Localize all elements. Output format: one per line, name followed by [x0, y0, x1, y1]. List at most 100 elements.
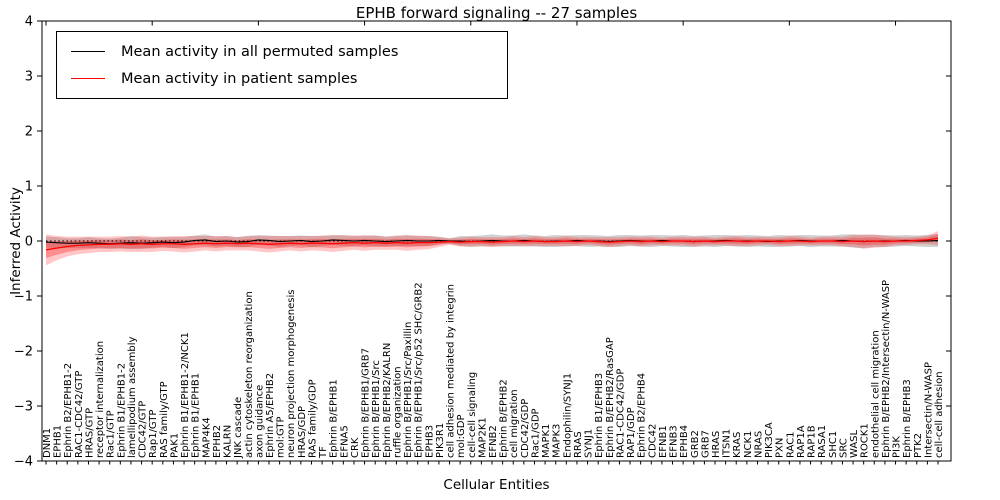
x-tick-label: PI3K [892, 436, 903, 458]
x-tick-label: Ephrin B/EPHB1 [329, 379, 340, 458]
x-tick-label: EFNB3 [669, 425, 680, 458]
x-tick-label: PIK3CA [764, 422, 775, 458]
x-tick-label: DNM1 [42, 428, 53, 458]
x-tick-label: PTK2 [913, 433, 924, 458]
x-tick-label: mol:GDP [456, 415, 467, 459]
x-tick-label: PIK3R1 [435, 423, 446, 458]
x-tick-label: cell migration [509, 389, 520, 458]
x-tick-label: TF [318, 446, 329, 459]
patient-mean-line [45, 237, 939, 251]
x-tick-label: HRAS [711, 431, 722, 458]
x-tick-label: RAP1A [796, 425, 807, 458]
x-tick-label: neuron projection morphogenesis [286, 290, 297, 458]
x-tick-label: KRAS [732, 432, 743, 458]
x-tick-label: MAP4K4 [201, 417, 212, 458]
y-tick-label: −4 [14, 455, 33, 470]
x-tick-label: Ephrin B/EPHB1/Src/p52 SHC/GRB2 [414, 282, 425, 458]
x-tick-label: MAPK3 [552, 424, 563, 458]
x-tick-label: PAK1 [169, 433, 180, 458]
y-tick-label: −3 [14, 400, 33, 415]
y-tick-label: −2 [14, 345, 33, 360]
x-tick-label: endothelial cell migration [870, 330, 881, 458]
x-tick-label: cell-cell adhesion [934, 371, 945, 458]
x-tick-label: Ephrin B1/EPHB1 [191, 373, 202, 458]
permuted-line-swatch [71, 51, 105, 52]
x-tick-label: EFNB1 [658, 425, 669, 458]
x-tick-label: RASA1 [817, 425, 828, 458]
x-tick-label: KALRN [223, 425, 234, 458]
x-tick-label: ruffle organization [392, 366, 403, 458]
x-tick-label: GRB2 [690, 430, 701, 458]
x-tick-label: Ephrin B2/EPHB4 [637, 373, 648, 458]
x-tick-label: PXN [775, 438, 786, 458]
x-tick-label: Ephrin B/EPHB1/GRB7 [361, 348, 372, 458]
x-tick-label: EFNA5 [339, 425, 350, 458]
x-tick-label: RAP1/GDP [626, 407, 637, 458]
x-tick-label: RAS family/GDP [307, 379, 318, 458]
x-tick-label: RRAS [573, 431, 584, 458]
y-tick-label: 0 [25, 235, 33, 250]
x-tick-label: Rac1/GTP [106, 410, 117, 458]
x-tick-label: CDC42/GDP [520, 399, 531, 458]
x-tick-label: Ephrin B1/EPHB1-2/NCK1 [180, 332, 191, 458]
x-tick-label: SHC1 [828, 431, 839, 458]
patient-line-swatch [71, 78, 105, 79]
x-tick-label: Ephrin B/EPHB2/KALRN [382, 343, 393, 458]
x-tick-label: CRK [350, 437, 361, 458]
x-tick-label: ITSN1 [722, 429, 733, 458]
x-tick-label: Rac1/GDP [530, 408, 541, 458]
x-tick-label: Rap1/GTP [148, 410, 159, 458]
y-axis-label: Inferred Activity [8, 187, 24, 295]
x-tick-label: axon guidance [254, 385, 265, 458]
patient-band-outer [46, 231, 938, 266]
x-tick-label: MAPK1 [541, 424, 552, 458]
x-tick-label: Ephrin B/EPHB2 [499, 379, 510, 458]
x-tick-label: Ephrin B2/EPHB1-2 [63, 363, 74, 458]
x-tick-label: Ephrin B/EPHB3 [902, 379, 913, 458]
legend-label-patient: Mean activity in patient samples [121, 70, 358, 87]
x-tick-label: HRAS/GTP [84, 408, 95, 458]
x-tick-label: cell-cell signaling [467, 372, 478, 458]
x-tick-label: Ephrin B1/EPHB3 [594, 373, 605, 458]
x-tick-label: Endophilin/SYNJ1 [562, 373, 573, 458]
x-tick-label: Ephrin A5/EPHB2 [265, 373, 276, 458]
x-tick-label: EFNB2 [488, 425, 499, 458]
x-axis-label: Cellular Entities [443, 477, 550, 493]
chart-title: EPHB forward signaling -- 27 samples [355, 4, 638, 22]
x-tick-label: GRB7 [700, 430, 711, 458]
x-tick-label: EPHB4 [679, 425, 690, 458]
x-tick-label: actin cytoskeleton reorganization [244, 291, 255, 458]
legend: Mean activity in all permuted samples Me… [56, 31, 508, 99]
x-tick-label: SRC [838, 438, 849, 458]
x-tick-label: RAS family/GTP [159, 381, 170, 458]
x-tick-label: Ephrin B/EPHB1/Src [371, 360, 382, 458]
x-tick-label: MAP2K1 [477, 417, 488, 458]
y-tick-label: 1 [25, 180, 33, 195]
x-tick-label: HRAS/GDP [297, 406, 308, 458]
y-tick-label: 3 [25, 70, 33, 85]
x-tick-label: Ephrin B1/EPHB1-2 [116, 363, 127, 458]
x-tick-label: receptor internalization [95, 341, 106, 458]
x-tick-label: SYNJ1 [584, 429, 595, 458]
x-tick-label: EPHB1 [53, 425, 64, 458]
x-tick-label: EPHB3 [424, 425, 435, 458]
x-tick-label: Intersectin/N-WASP [923, 362, 934, 458]
x-tick-label: CDC42/GTP [138, 401, 149, 458]
x-tick-label: CDC42 [647, 424, 658, 458]
x-tick-label: RAC1-CDC42/GTP [74, 371, 85, 458]
x-tick-label: lamellipodium assembly [127, 336, 138, 458]
x-tick-label: Ephrin B/EPHB2/Intersectin/N-WASP [881, 280, 892, 458]
x-tick-label: NRAS [753, 431, 764, 458]
x-tick-label: mol:GTP [276, 416, 287, 458]
x-tick-label: NCK1 [743, 431, 754, 458]
y-tick-label: 4 [25, 15, 33, 30]
x-tick-label: Ephrin B/EPHB1/Src/Paxillin [403, 322, 414, 458]
legend-label-permuted: Mean activity in all permuted samples [121, 43, 399, 60]
x-tick-label: RAP1B [807, 425, 818, 458]
x-tick-label: EPHB2 [212, 425, 223, 458]
y-tick-label: −1 [14, 290, 33, 305]
x-tick-label: Ephrin B/EPHB2/RasGAP [605, 337, 616, 458]
x-tick-label: ROCK1 [860, 423, 871, 458]
